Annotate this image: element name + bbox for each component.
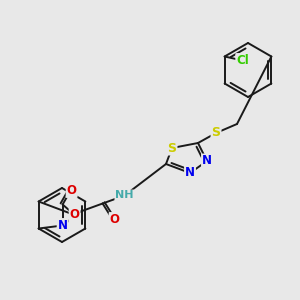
Text: Cl: Cl: [236, 54, 249, 67]
Text: N: N: [58, 219, 68, 232]
Text: N: N: [202, 154, 212, 167]
Text: N: N: [185, 167, 195, 179]
Text: S: S: [167, 142, 176, 154]
Text: O: O: [70, 208, 80, 221]
Text: O: O: [110, 213, 120, 226]
Text: NH: NH: [116, 190, 134, 200]
Text: O: O: [67, 184, 76, 197]
Text: S: S: [212, 127, 220, 140]
